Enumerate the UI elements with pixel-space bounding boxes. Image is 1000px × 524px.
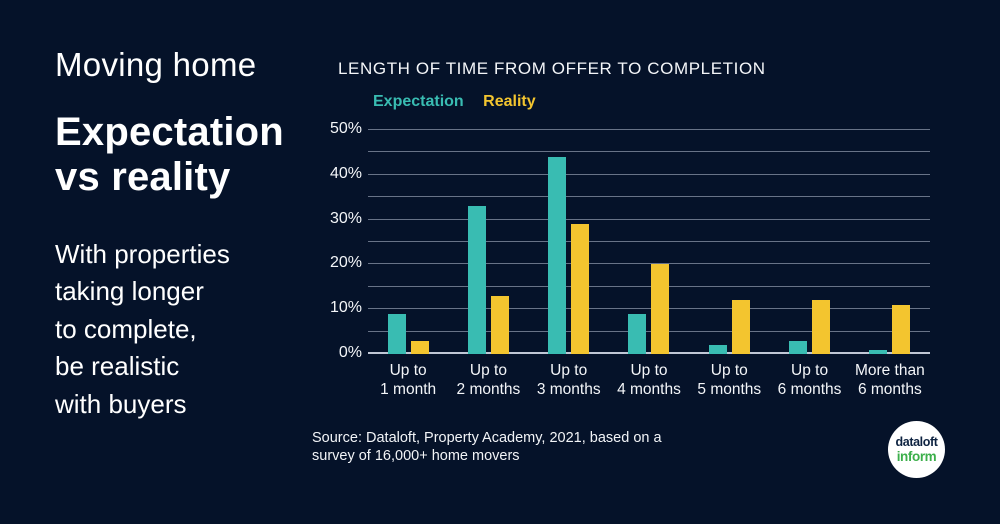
x-tick-label: More than 6 months [850, 361, 930, 400]
subtext: With properties taking longer to complet… [55, 236, 230, 423]
x-tick-label: Up to 2 months [448, 361, 528, 400]
y-tick-label: 20% [329, 254, 362, 272]
chart-legend: Expectation Reality [373, 93, 536, 111]
x-axis-labels: Up to 1 month Up to 2 months Up to 3 months Up… [368, 361, 930, 403]
bar-reality [571, 224, 590, 354]
kicker-title: Moving home [55, 46, 257, 83]
bar-group [689, 130, 769, 354]
x-tick-label-line: Up to [550, 362, 588, 379]
dataloft-inform-logo: dataloft inform [888, 421, 945, 478]
x-tick-label-line: 2 months [456, 381, 521, 399]
x-tick-label-line: Up to [710, 362, 748, 379]
subtext-line: With properties [55, 239, 230, 269]
headline-line2: vs reality [55, 155, 231, 200]
x-tick-label-line: Up to [469, 362, 507, 379]
source-note: Source: Dataloft, Property Academy, 2021… [312, 429, 662, 465]
bar-group [368, 130, 448, 354]
x-tick-label: Up to 6 months [769, 361, 849, 400]
x-axis-line [368, 352, 930, 354]
x-tick-label-line: 4 months [617, 381, 681, 399]
bar-expectation [387, 313, 406, 354]
bar-chart-plot [368, 129, 930, 354]
bar-group [448, 130, 528, 354]
x-tick-label-line: 1 month [380, 381, 437, 399]
bar-expectation [467, 206, 486, 354]
gridline [368, 285, 930, 287]
bar-expectation [869, 349, 888, 354]
logo-inform-text: inform [896, 448, 937, 464]
bar-reality [410, 340, 429, 354]
gridline [368, 218, 930, 220]
bar-expectation [789, 340, 808, 354]
gridline [368, 263, 930, 265]
gridline [368, 196, 930, 198]
y-tick-label: 30% [329, 209, 362, 227]
gridline [368, 330, 930, 332]
x-tick-label-line: 6 months [777, 381, 842, 399]
x-tick-label: Up to 4 months [609, 361, 689, 400]
y-axis-ticks: 0% 10% 20% 30% 40% 50% [296, 120, 362, 361]
x-tick-label-line: Up to [630, 362, 668, 379]
subtext-line: be realistic [55, 351, 180, 382]
bar-expectation [708, 345, 727, 354]
headline-line1: Expectation [55, 110, 284, 154]
y-tick-label: 40% [329, 164, 362, 182]
bar-reality [812, 300, 831, 354]
bar-group [609, 130, 689, 354]
y-tick-label: 10% [329, 299, 362, 317]
gridline [368, 308, 930, 310]
gridline [368, 241, 930, 242]
y-tick-label: 0% [338, 344, 362, 361]
x-tick-label-line: 6 months [857, 381, 922, 399]
subtext-line: with buyers [55, 388, 187, 419]
chart-title: LENGTH OF TIME FROM OFFER TO COMPLETION [338, 59, 766, 78]
source-line2: survey of 16,000+ home movers [312, 448, 520, 465]
gridline [368, 173, 930, 175]
legend-expectation: Expectation [373, 93, 464, 110]
x-tick-label: Up to 1 month [368, 361, 448, 400]
bar-group [769, 130, 849, 354]
bar-group [850, 130, 930, 354]
bar-expectation [628, 313, 647, 354]
y-tick-label: 50% [329, 120, 362, 137]
logo-dataloft-text: dataloft [895, 435, 938, 449]
bar-reality [490, 295, 509, 354]
headline: Expectation vs reality [55, 110, 284, 200]
x-tick-label-line: Up to [389, 362, 427, 379]
x-tick-label-line: 5 months [697, 381, 762, 399]
x-tick-label: Up to 3 months [529, 361, 609, 400]
gridline [368, 151, 930, 153]
bar-reality [651, 264, 670, 354]
subtext-line: to complete, [55, 313, 197, 344]
x-tick-label-line: 3 months [536, 381, 601, 399]
x-tick-label-line: Up to [791, 362, 829, 379]
gridline [368, 129, 930, 130]
bar-expectation [548, 156, 567, 354]
source-line1: Source: Dataloft, Property Academy, 2021… [312, 430, 662, 446]
bar-group [529, 130, 609, 354]
legend-reality: Reality [483, 93, 536, 110]
bar-reality [892, 304, 911, 354]
bar-reality [731, 300, 750, 354]
x-tick-label-line: More than [854, 362, 925, 379]
x-tick-label: Up to 5 months [689, 361, 769, 400]
subtext-line: taking longer [55, 276, 204, 307]
